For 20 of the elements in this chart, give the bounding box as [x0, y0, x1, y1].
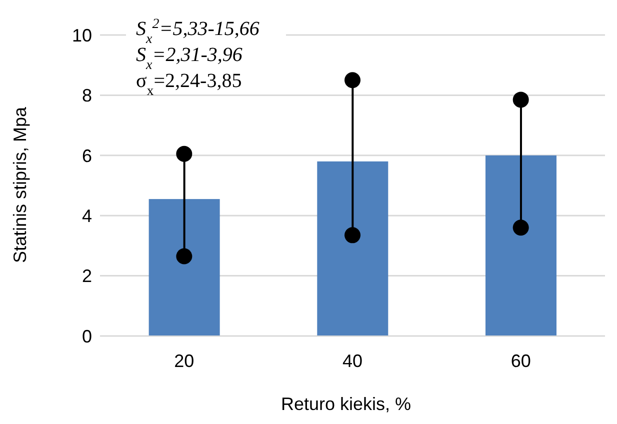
annotation: S$_{x}$=2,31-3,96	[136, 44, 242, 72]
point	[512, 92, 529, 108]
x-tick-label: 60	[510, 350, 531, 371]
point	[344, 72, 360, 88]
annotation: S$_{x}$$^{2}$=5,33-15,66	[136, 16, 260, 46]
y-tick-label: 0	[82, 326, 92, 346]
y-tick-label: 6	[82, 146, 92, 166]
point	[176, 146, 192, 162]
x-tick-label: 20	[174, 350, 194, 371]
y-tick-label: 8	[82, 86, 92, 106]
y-tick-label: 10	[72, 25, 92, 46]
point	[512, 220, 529, 236]
point	[176, 248, 192, 264]
annotation: σ$_{x}$=2,24-3,85	[136, 70, 242, 98]
point	[344, 227, 360, 244]
y-axis-title: Statinis stipris, Mpa	[10, 106, 30, 264]
x-axis-title: Returo kiekis, %	[280, 394, 412, 414]
y-tick-label: 4	[82, 206, 92, 226]
x-tick-label: 40	[342, 350, 363, 371]
y-tick-label: 2	[82, 266, 92, 286]
